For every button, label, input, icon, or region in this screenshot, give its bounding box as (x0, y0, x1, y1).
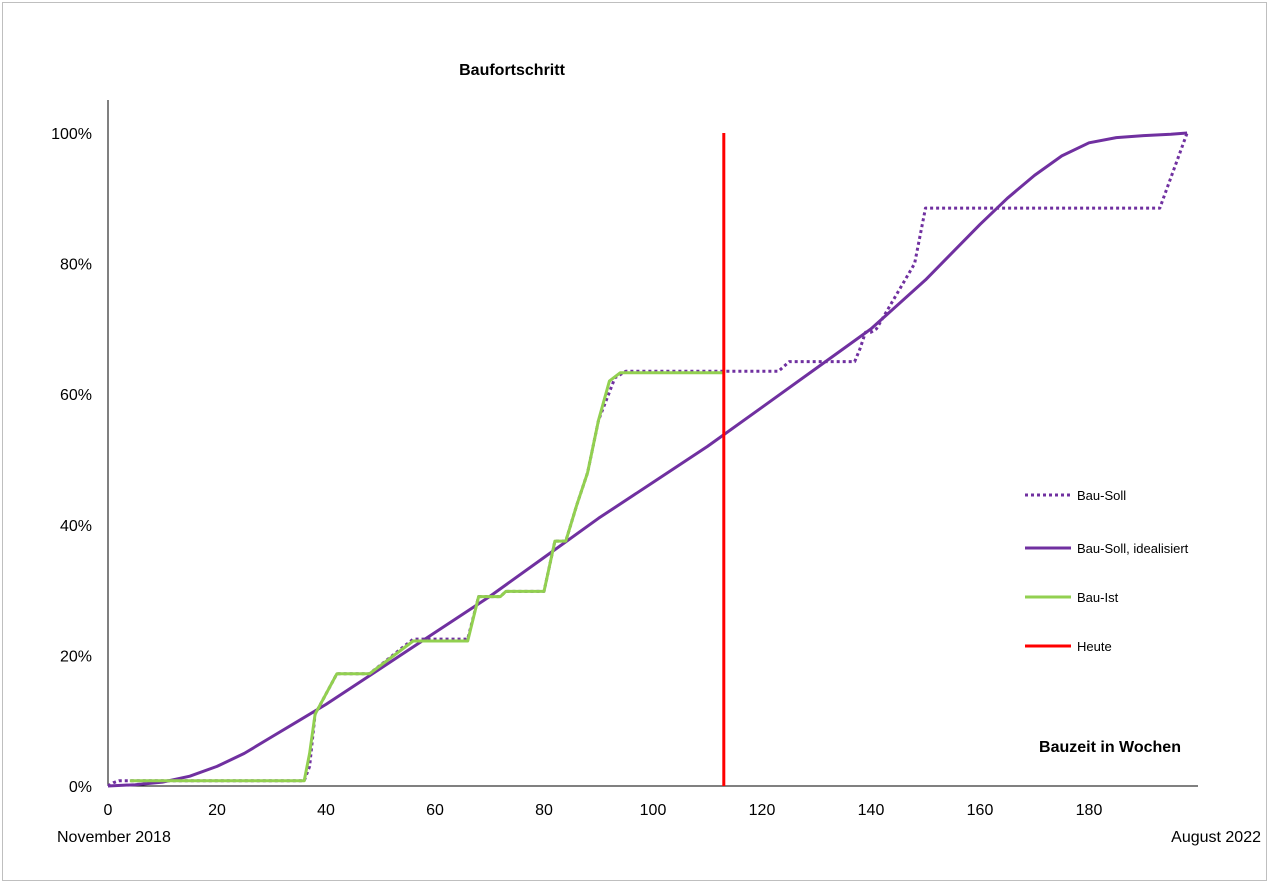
series-line (129, 371, 724, 783)
series-line (107, 132, 1189, 788)
axes (107, 100, 1198, 787)
chart-title: Baufortschritt (459, 62, 565, 79)
x-tick-label: 100 (640, 802, 667, 819)
x-end-label: August 2022 (1171, 829, 1261, 846)
y-tick-labels: 0% 20% 40% 60% 80% 100% (51, 126, 92, 796)
x-tick-label: 80 (535, 802, 553, 819)
y-tick-label: 60% (60, 387, 92, 404)
y-tick-label: 80% (60, 257, 92, 274)
series-group (107, 131, 1189, 788)
legend-label: Bau-Soll, idealisiert (1077, 541, 1189, 556)
x-tick-label: 140 (858, 802, 885, 819)
x-start-label: November 2018 (57, 829, 171, 846)
y-tick-label: 100% (51, 126, 92, 143)
legend-label: Heute (1077, 639, 1112, 654)
x-tick-label: 160 (967, 802, 994, 819)
x-tick-label: 180 (1076, 802, 1103, 819)
x-axis-title: Bauzeit in Wochen (1039, 739, 1181, 756)
x-tick-label: 40 (317, 802, 335, 819)
x-tick-label: 120 (749, 802, 776, 819)
x-tick-label: 60 (426, 802, 444, 819)
legend: Bau-Soll Bau-Soll, idealisiert Bau-Ist Heut… (1025, 488, 1189, 654)
legend-label: Bau-Soll (1077, 488, 1126, 503)
x-tick-labels: 0 20 40 60 80 100 120 140 160 180 (104, 802, 1103, 819)
legend-label: Bau-Ist (1077, 590, 1119, 605)
y-tick-label: 40% (60, 518, 92, 535)
series-line (107, 131, 1188, 788)
x-tick-label: 0 (104, 802, 113, 819)
x-tick-label: 20 (208, 802, 226, 819)
y-tick-label: 0% (69, 779, 92, 796)
y-tick-label: 20% (60, 648, 92, 665)
